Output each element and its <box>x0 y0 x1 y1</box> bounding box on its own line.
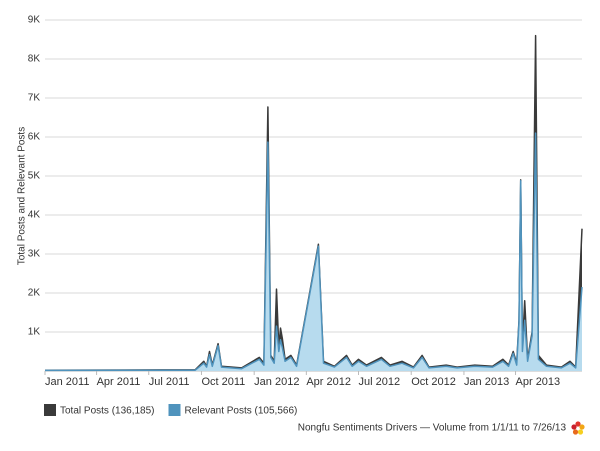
y-tick-label: 3K <box>28 249 41 260</box>
area-line <box>44 132 583 372</box>
y-tick-label: 8K <box>28 54 41 65</box>
x-tick-label: Apr 2011 <box>97 376 141 388</box>
y-tick-label: 4K <box>28 210 41 221</box>
x-tick-label: Jan 2012 <box>254 376 299 388</box>
y-axis-label: Total Posts and Relevant Posts <box>17 127 28 265</box>
y-tick-label: 1K <box>28 327 41 338</box>
y-tick-label: 6K <box>28 132 41 143</box>
area-line <box>44 34 583 371</box>
legend-label: Total Posts (136,185) <box>60 406 155 417</box>
y-tick-label: 9K <box>28 15 41 26</box>
legend-label: Relevant Posts (105,566) <box>185 406 298 417</box>
legend-swatch <box>44 404 56 416</box>
x-tick-label: Apr 2013 <box>516 376 561 388</box>
x-tick-label: Oct 2012 <box>411 376 456 388</box>
x-tick-label: Jul 2011 <box>149 376 190 388</box>
legend-swatch <box>168 404 181 416</box>
x-tick-label: Apr 2012 <box>306 376 351 388</box>
y-tick-label: 7K <box>28 93 41 104</box>
x-tick-label: Jan 2011 <box>45 376 89 388</box>
y-tick-label: 2K <box>28 288 41 299</box>
y-tick-label: 5K <box>28 171 41 182</box>
x-tick-label: Jul 2012 <box>358 376 400 388</box>
logo <box>571 421 585 435</box>
x-tick-label: Jan 2013 <box>464 376 509 388</box>
area-fill <box>45 133 582 371</box>
footer: Nongfu Sentiments Drivers — Volume from … <box>298 423 567 434</box>
x-tick-label: Oct 2011 <box>201 376 245 388</box>
